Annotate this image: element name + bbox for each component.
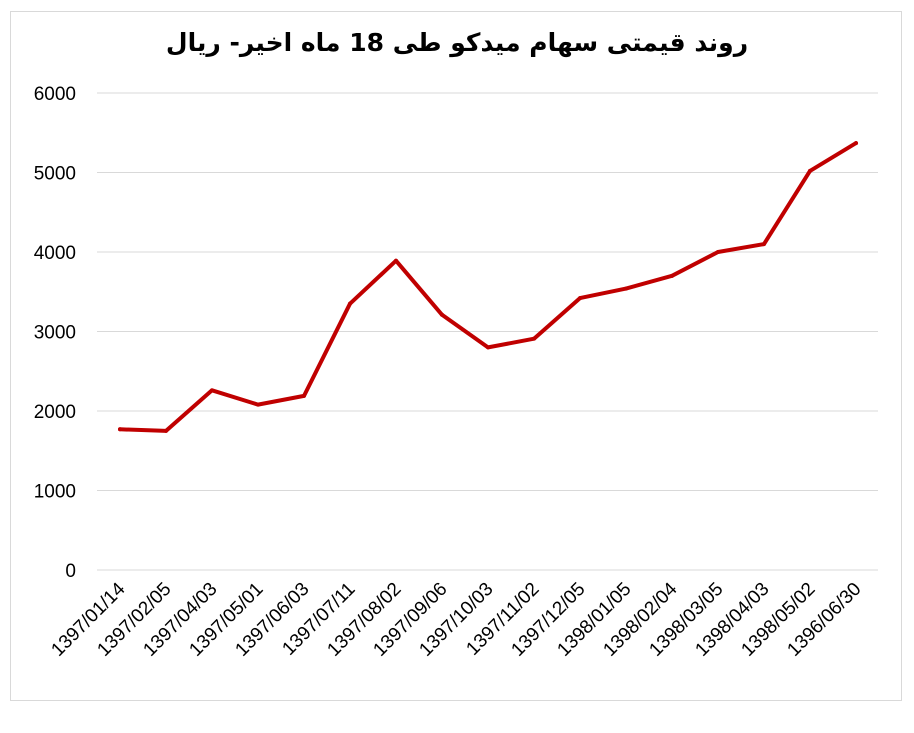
data-point <box>348 301 352 306</box>
chart-frame <box>10 11 902 701</box>
series-line <box>118 141 858 433</box>
data-point <box>624 286 628 291</box>
chart-title: روند قیمتی سهام میدکو طی 18 ماه اخیر- ری… <box>165 28 749 57</box>
y-tick-label: 3000 <box>34 323 76 344</box>
data-point <box>716 250 720 254</box>
data-point <box>210 388 214 393</box>
data-point <box>394 258 398 263</box>
y-tick-label: 0 <box>65 561 76 582</box>
y-tick-label: 1000 <box>34 482 76 503</box>
y-tick-label: 5000 <box>34 164 76 185</box>
data-point <box>808 168 812 173</box>
data-point <box>532 336 536 341</box>
data-point <box>256 402 260 407</box>
y-tick-label: 4000 <box>34 243 76 264</box>
data-point <box>164 428 168 433</box>
data-point <box>486 345 490 350</box>
data-point <box>762 242 766 247</box>
data-point <box>578 296 582 301</box>
data-point <box>670 273 674 278</box>
data-point <box>440 312 444 317</box>
data-point <box>302 393 306 398</box>
y-tick-label: 2000 <box>34 402 76 423</box>
y-tick-label: 6000 <box>34 84 76 105</box>
data-point <box>854 141 858 146</box>
data-point <box>118 427 122 432</box>
